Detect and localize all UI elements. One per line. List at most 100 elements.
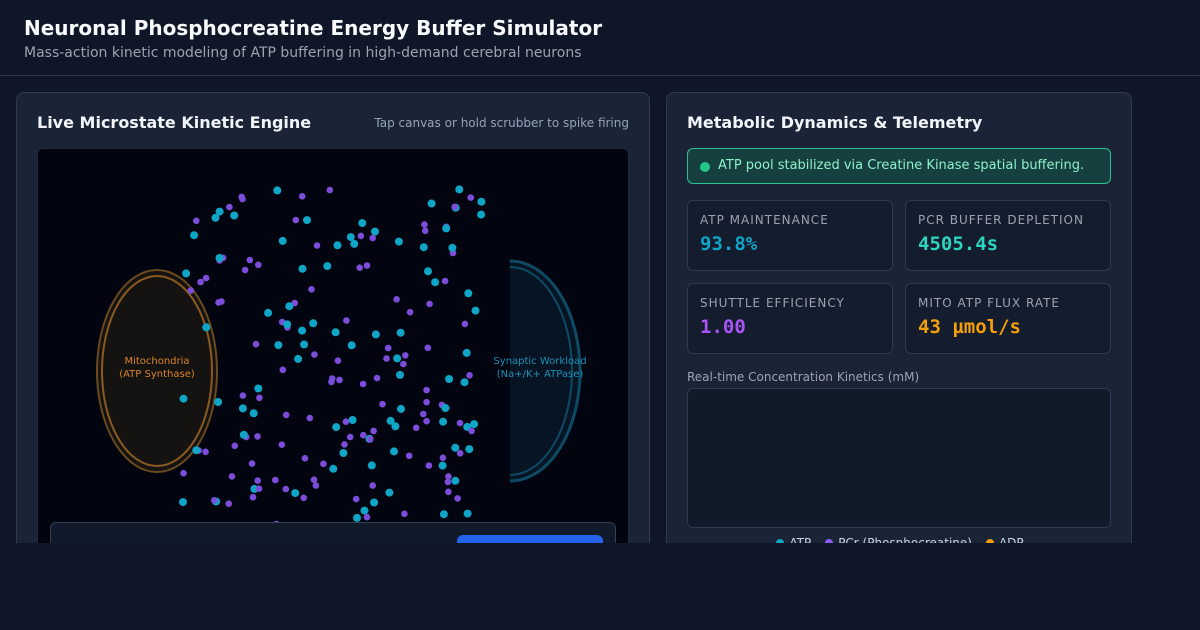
particle bbox=[291, 489, 300, 498]
particle bbox=[397, 404, 405, 413]
mito-label: Mitochondria bbox=[124, 356, 189, 367]
particle bbox=[225, 500, 232, 508]
particle bbox=[215, 299, 222, 306]
metric-label: MITO ATP FLUX RATE bbox=[918, 296, 1060, 310]
particle bbox=[359, 380, 367, 388]
particle bbox=[406, 308, 414, 316]
app-subtitle: Mass-action kinetic modeling of ATP buff… bbox=[24, 45, 582, 61]
synapse-label: (Na+/K+ ATPase) bbox=[497, 369, 584, 380]
particle bbox=[423, 398, 430, 406]
particle bbox=[405, 452, 413, 460]
particle bbox=[326, 186, 334, 194]
particle bbox=[451, 443, 460, 452]
particle bbox=[264, 308, 273, 317]
metric-card: PCR BUFFER DEPLETION 4505.4s bbox=[905, 200, 1111, 271]
particle bbox=[202, 323, 211, 332]
particle bbox=[332, 423, 341, 432]
particle bbox=[294, 354, 303, 363]
particle bbox=[300, 494, 308, 502]
particle bbox=[192, 446, 201, 455]
particle bbox=[273, 186, 282, 195]
particle bbox=[193, 217, 200, 225]
particle bbox=[180, 469, 187, 477]
metric-value: 4505.4s bbox=[918, 233, 999, 255]
particle bbox=[179, 498, 187, 507]
particle bbox=[460, 378, 469, 387]
chart-area bbox=[687, 388, 1111, 528]
button[interactable] bbox=[457, 535, 603, 543]
particle bbox=[445, 473, 452, 480]
legend-item: PCr (Phosphocreatine) bbox=[825, 536, 972, 543]
sim-canvas[interactable]: Mitochondria (ATP Synthase) Synaptic Wor… bbox=[37, 148, 629, 543]
particle bbox=[241, 266, 249, 274]
legend-text: PCr (Phosphocreatine) bbox=[838, 536, 972, 543]
particle bbox=[412, 424, 420, 432]
app-title: Neuronal Phosphocreatine Energy Buffer S… bbox=[24, 16, 603, 40]
particle bbox=[369, 234, 377, 242]
particle bbox=[477, 210, 486, 219]
particle bbox=[423, 386, 430, 394]
particle bbox=[419, 243, 428, 252]
status: ATP pool stabilized via Creatine Kinase … bbox=[687, 148, 1111, 184]
legend-text: ADP bbox=[998, 536, 1024, 543]
particle bbox=[466, 372, 473, 379]
particle bbox=[283, 320, 292, 329]
metric-card: ATP MAINTENANCE 93.8% bbox=[687, 200, 893, 271]
particle bbox=[455, 185, 464, 194]
particle bbox=[461, 320, 469, 328]
particle bbox=[311, 351, 318, 358]
mito-label: (ATP Synthase) bbox=[119, 369, 195, 380]
particle bbox=[334, 357, 342, 364]
particle bbox=[366, 436, 374, 443]
particle bbox=[238, 404, 247, 413]
particle bbox=[328, 378, 335, 386]
particle bbox=[249, 493, 257, 501]
particle bbox=[451, 203, 459, 211]
particle bbox=[373, 374, 381, 382]
particle bbox=[238, 193, 245, 201]
particle bbox=[391, 422, 400, 431]
particle bbox=[215, 254, 224, 262]
particle bbox=[341, 441, 348, 448]
particle bbox=[226, 203, 233, 211]
particle bbox=[356, 264, 364, 271]
particle bbox=[210, 497, 218, 504]
particle bbox=[402, 352, 409, 359]
legend: ATP PCr (Phosphocreatine) ADP bbox=[667, 536, 1133, 543]
particle bbox=[357, 232, 365, 240]
hint: Tap canvas or hold scrubber to spike fir… bbox=[374, 116, 629, 130]
particle bbox=[383, 355, 390, 362]
particle bbox=[197, 278, 204, 286]
legend-item: ADP bbox=[985, 536, 1024, 543]
particle bbox=[352, 495, 360, 503]
particle bbox=[394, 237, 403, 246]
synapse-edge bbox=[509, 259, 582, 483]
particle bbox=[347, 341, 356, 350]
particle bbox=[379, 400, 386, 408]
particle bbox=[331, 328, 340, 337]
legend-dot bbox=[985, 539, 994, 543]
particle bbox=[211, 213, 220, 222]
chart-label: Real-time Concentration Kinetics (mM) bbox=[687, 370, 920, 384]
particle bbox=[363, 513, 371, 521]
particle bbox=[468, 427, 475, 435]
particle bbox=[467, 194, 475, 201]
particle bbox=[454, 495, 461, 502]
metric-card: SHUTTLE EFFICIENCY 1.00 bbox=[687, 283, 893, 354]
particle bbox=[445, 488, 452, 496]
particle bbox=[254, 477, 261, 484]
particle bbox=[441, 404, 450, 412]
particle bbox=[451, 476, 460, 485]
metric-value: 93.8% bbox=[700, 233, 758, 255]
particle bbox=[303, 216, 311, 225]
particle bbox=[214, 398, 223, 406]
particle bbox=[308, 286, 315, 293]
particle bbox=[202, 448, 209, 456]
particle bbox=[369, 482, 377, 489]
particle bbox=[282, 411, 290, 419]
particle bbox=[329, 464, 338, 473]
particle bbox=[438, 461, 447, 470]
panel-title: Metabolic Dynamics & Telemetry bbox=[687, 113, 983, 132]
particle bbox=[439, 454, 447, 462]
header: Neuronal Phosphocreatine Energy Buffer S… bbox=[0, 0, 1200, 76]
